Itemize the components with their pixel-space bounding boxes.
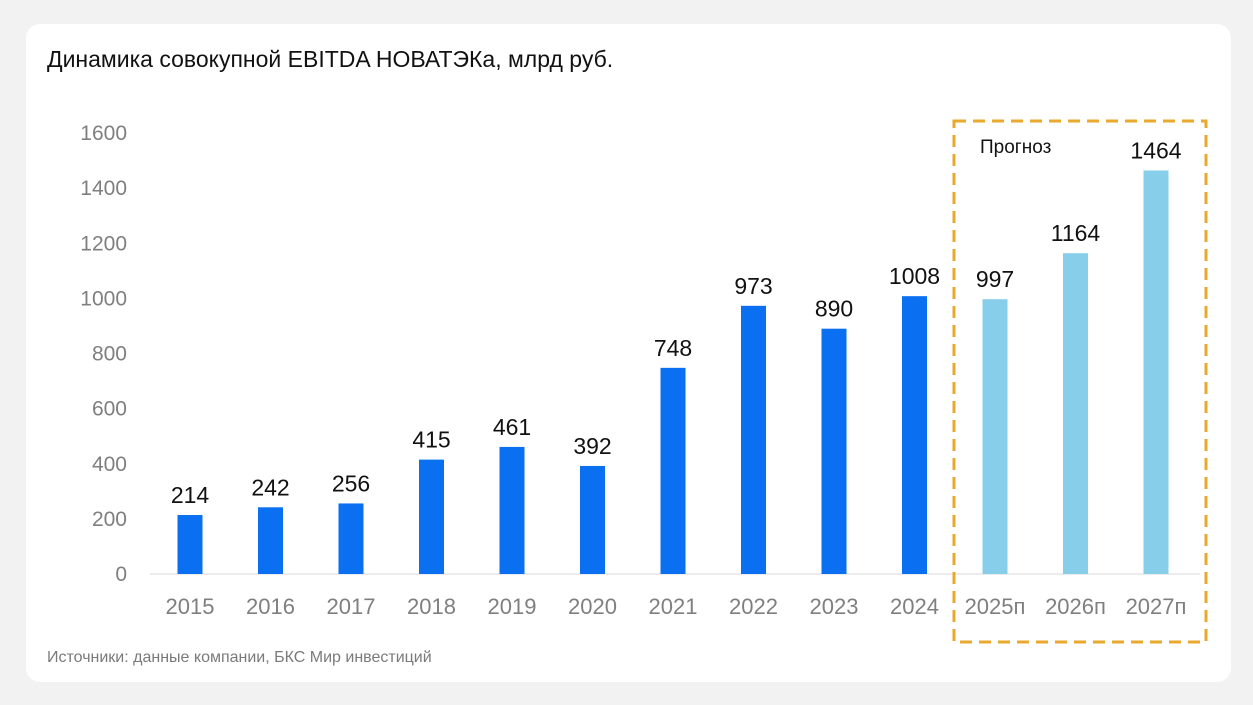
y-tick-label: 1000 (80, 287, 127, 310)
x-tick-label: 2018 (407, 594, 456, 619)
data-label: 973 (734, 273, 772, 299)
y-tick-label: 600 (92, 398, 127, 421)
data-label: 242 (251, 474, 289, 500)
y-tick-label: 1400 (80, 177, 127, 200)
bar (177, 515, 203, 574)
bar (741, 305, 766, 574)
bar (902, 296, 927, 574)
y-tick-label: 0 (115, 563, 127, 586)
x-tick-label: 2025п (965, 594, 1026, 619)
x-tick-label: 2020 (568, 594, 617, 619)
bar (338, 503, 364, 574)
forecast-label: Прогноз (980, 137, 1051, 158)
data-label: 748 (654, 335, 692, 361)
x-tick-label: 2015 (166, 594, 215, 619)
data-label: 890 (815, 296, 853, 322)
y-tick-label: 200 (92, 508, 127, 531)
y-tick-label: 1600 (80, 122, 127, 145)
forecast-bar (1143, 170, 1169, 575)
x-tick-label: 2023 (810, 594, 859, 619)
bar (660, 367, 686, 574)
data-label: 415 (412, 427, 450, 453)
data-label: 214 (171, 482, 210, 508)
y-tick-label: 1200 (80, 232, 127, 255)
x-tick-label: 2016 (246, 594, 295, 619)
forecast-box (952, 119, 1208, 644)
bar (580, 465, 605, 574)
data-label: 256 (332, 470, 370, 496)
x-tick-label: 2026п (1045, 594, 1106, 619)
bar (258, 507, 283, 574)
forecast-bar (982, 299, 1008, 574)
chart-card (26, 24, 1231, 682)
forecast-bar (1063, 253, 1088, 575)
data-label: 392 (573, 433, 611, 459)
bar (499, 446, 525, 574)
data-label: 1464 (1130, 137, 1181, 163)
bar (821, 328, 847, 574)
y-tick-label: 400 (92, 453, 127, 476)
data-label: 461 (493, 414, 531, 440)
x-tick-label: 2027п (1126, 594, 1187, 619)
x-tick-label: 2022 (729, 594, 778, 619)
chart-title: Динамика совокупной EBITDA НОВАТЭКа, млр… (47, 46, 614, 72)
y-tick-label: 800 (92, 343, 127, 366)
x-tick-label: 2024 (890, 594, 939, 619)
data-label: 997 (976, 266, 1014, 292)
bar (419, 459, 444, 574)
data-label: 1164 (1051, 220, 1101, 246)
source-note: Источники: данные компании, БКС Мир инве… (47, 649, 432, 666)
x-tick-label: 2017 (327, 594, 376, 619)
data-label: 1008 (889, 263, 940, 289)
x-tick-label: 2021 (649, 594, 698, 619)
x-tick-label: 2019 (488, 594, 537, 619)
